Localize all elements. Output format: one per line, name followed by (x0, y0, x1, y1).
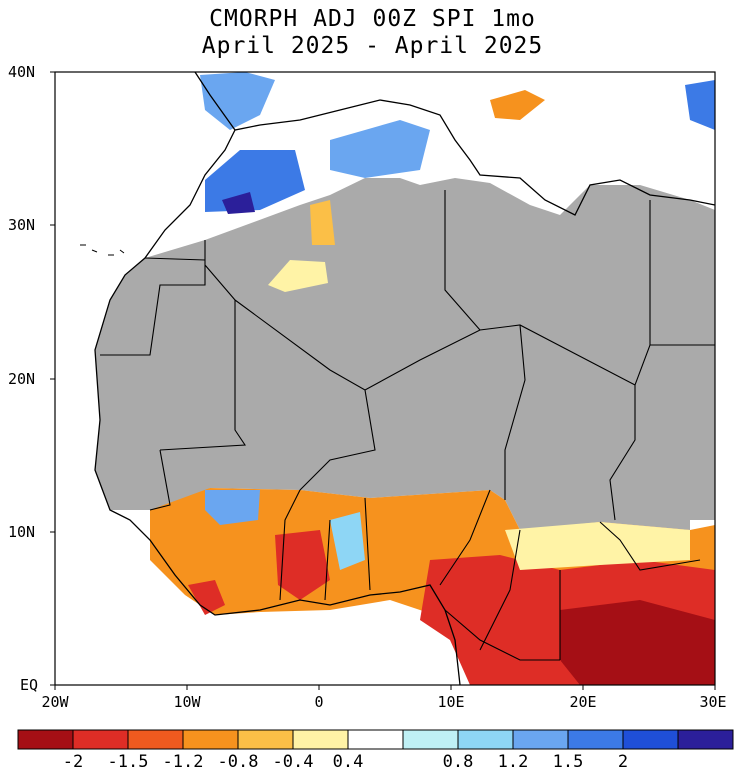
colorbar-swatch (237, 729, 294, 750)
map-period: April 2025 - April 2025 (201, 33, 544, 59)
lat-label: 10N (8, 523, 35, 541)
colorbar: -2 -1.5 -1.2 -0.8 -0.4 0.4 0.8 1.2 1.5 2 (17, 729, 734, 772)
colorbar-swatch (677, 729, 734, 750)
iberia-wet (200, 72, 275, 130)
lat-label: 40N (8, 63, 35, 81)
liberia-dry-core (188, 580, 225, 615)
lon-label: 20E (569, 693, 596, 711)
sahel-wet-band (205, 490, 260, 525)
colorbar-swatch (567, 729, 624, 750)
lat-label: EQ (20, 676, 38, 694)
map-title: CMORPH ADJ 00Z SPI 1mo (209, 6, 536, 32)
central-africa-extreme-dry (560, 600, 715, 685)
algeria-coast-wet (330, 120, 430, 178)
colorbar-label: -1.2 (163, 752, 204, 772)
colorbar-swatch (347, 729, 404, 750)
colorbar-label: 0.4 (333, 752, 364, 772)
colorbar-label: -2 (63, 752, 83, 772)
colorbar-swatch (622, 729, 679, 750)
colorbar-label: 1.2 (498, 752, 529, 772)
colorbar-swatch (127, 729, 184, 750)
lon-label: 30E (699, 693, 726, 711)
lon-label: 10E (437, 693, 464, 711)
colorbar-swatch (182, 729, 239, 750)
lat-label: 30N (8, 216, 35, 234)
greece-wet (685, 80, 715, 130)
colorbar-label: 2 (618, 752, 628, 772)
colorbar-label: -0.4 (273, 752, 314, 772)
coastline (94, 72, 715, 685)
lat-label: 20N (8, 370, 35, 388)
lon-label: 0 (314, 693, 323, 711)
colorbar-swatch (457, 729, 514, 750)
colorbar-swatch (72, 729, 129, 750)
morocco-extreme-wet (222, 192, 255, 214)
colorbar-label: -1.5 (108, 752, 149, 772)
sahara-light-dry (268, 260, 328, 292)
colorbar-swatch (17, 729, 74, 750)
canary-islands (80, 244, 125, 256)
lat-axis: 40N 30N 20N 10N EQ (8, 63, 55, 694)
italy-dry (490, 90, 545, 120)
country-borders (100, 190, 715, 661)
lon-label: 10W (173, 693, 201, 711)
colorbar-label: 0.8 (443, 752, 474, 772)
colorbar-swatch (292, 729, 349, 750)
central-light-band (505, 522, 690, 570)
lon-axis: 20W 10W 0 10E 20E 30E (41, 685, 727, 711)
sahel-wet-band-east (330, 512, 365, 570)
colorbar-label: 1.5 (553, 752, 584, 772)
morocco-wet-anomaly (205, 150, 305, 212)
lon-label: 20W (41, 693, 69, 711)
colorbar-label: -0.8 (218, 752, 259, 772)
colorbar-swatch (402, 729, 459, 750)
map-plot-area (55, 72, 715, 685)
ghana-dry-core (275, 530, 330, 600)
colorbar-swatch (512, 729, 569, 750)
algeria-interior-dry (310, 200, 335, 245)
no-data-region (95, 178, 715, 530)
